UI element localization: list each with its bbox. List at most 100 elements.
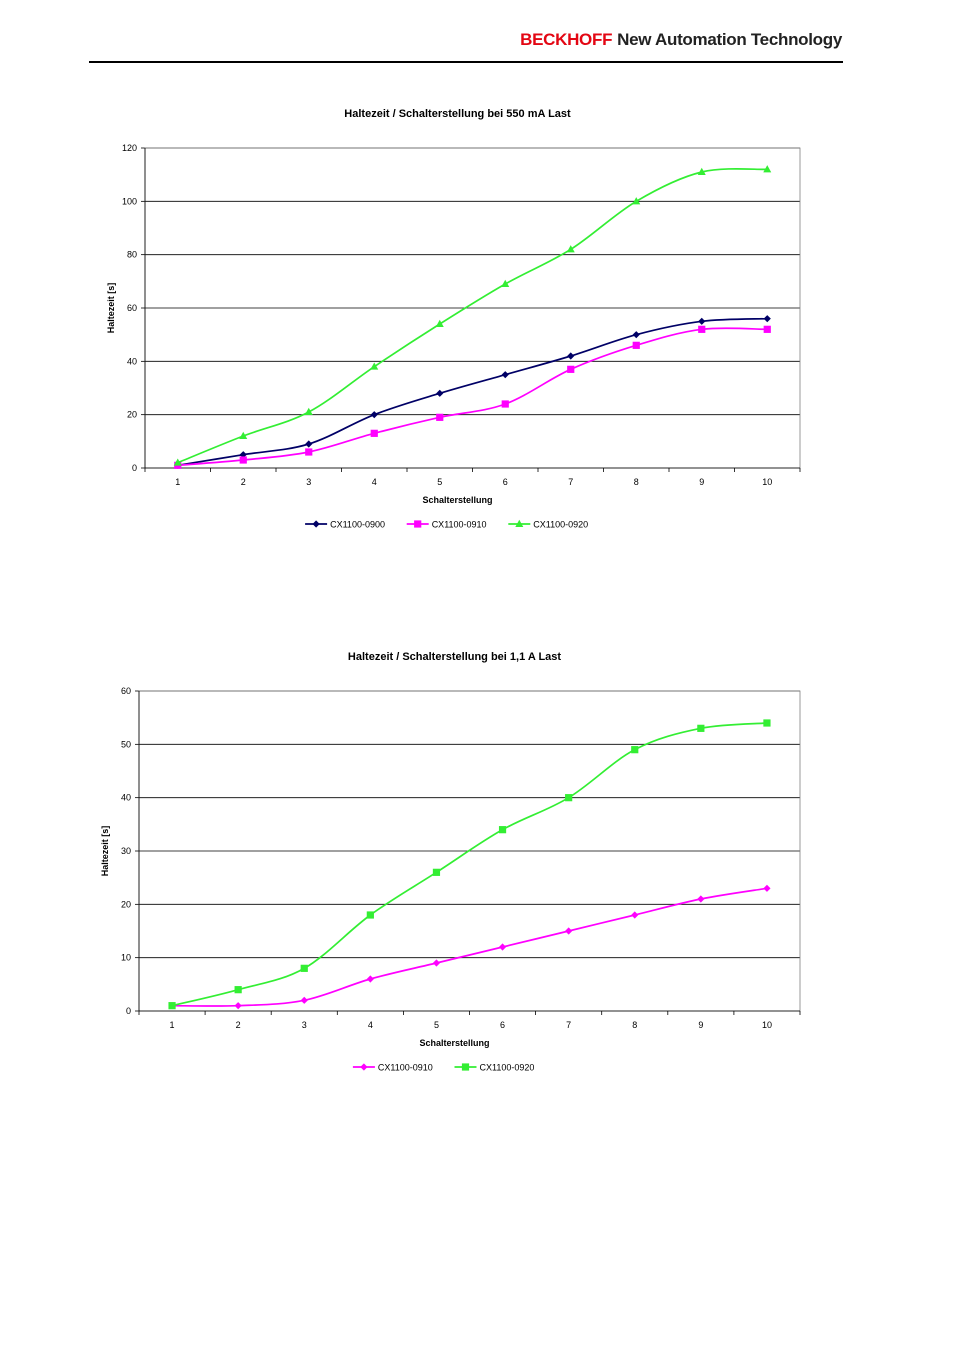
x-tick-label: 3 (302, 1020, 307, 1030)
x-tick-label: 8 (634, 477, 639, 487)
brand-tagline: New Automation Technology (617, 30, 842, 49)
x-tick-label: 8 (632, 1020, 637, 1030)
x-tick-label: 1 (175, 477, 180, 487)
legend-label: CX1100-0920 (480, 1063, 535, 1073)
data-point (432, 868, 441, 876)
x-tick-label: 4 (368, 1020, 373, 1030)
data-point (366, 975, 374, 983)
data-point (498, 826, 507, 834)
x-tick-label: 2 (236, 1020, 241, 1030)
data-point (763, 325, 771, 333)
legend-marker (312, 520, 320, 528)
y-tick-label: 40 (127, 356, 137, 366)
chart-title: Haltezeit / Schalterstellung bei 1,1 A L… (348, 651, 561, 663)
data-point (234, 986, 242, 994)
legend-marker (515, 519, 524, 527)
data-point (239, 451, 247, 459)
x-axis-label: Schalterstellung (422, 495, 492, 505)
series-line (177, 317, 768, 467)
series-line (171, 722, 768, 1007)
beckhoff-logo: BECKHOFF (520, 30, 613, 49)
y-tick-label: 50 (121, 739, 131, 749)
x-tick-label: 5 (434, 1020, 439, 1030)
data-point (698, 317, 706, 325)
y-tick-label: 20 (127, 410, 137, 420)
data-point (501, 279, 510, 287)
data-point (370, 429, 378, 437)
data-point (498, 943, 507, 951)
y-tick-label: 30 (121, 846, 131, 856)
series-line (177, 327, 768, 467)
data-point (632, 331, 640, 339)
chart-title: Haltezeit / Schalterstellung bei 550 mA … (344, 108, 571, 120)
data-point (300, 996, 308, 1004)
chart-550ma: Haltezeit / Schalterstellung bei 550 mA … (106, 108, 801, 530)
x-tick-label: 7 (566, 1020, 571, 1030)
data-point (300, 964, 308, 972)
x-tick-label: 2 (241, 477, 246, 487)
data-point (567, 352, 575, 360)
data-point (632, 341, 640, 349)
data-point (697, 895, 705, 903)
x-tick-label: 10 (762, 1020, 772, 1030)
legend-label: CX1100-0920 (533, 520, 588, 530)
data-point (234, 1002, 242, 1010)
legend-marker (360, 1063, 368, 1071)
data-point (168, 1002, 176, 1010)
data-point (432, 959, 441, 967)
data-point (501, 371, 509, 379)
data-point (304, 407, 313, 415)
x-tick-label: 1 (170, 1020, 175, 1030)
y-tick-label: 0 (132, 463, 137, 473)
x-tick-label: 9 (698, 1020, 703, 1030)
data-point (763, 165, 772, 173)
y-tick-label: 40 (121, 793, 131, 803)
y-tick-label: 60 (127, 303, 137, 313)
y-tick-label: 0 (126, 1006, 131, 1016)
data-point (370, 362, 379, 370)
data-point (305, 448, 313, 456)
data-point (239, 456, 247, 464)
y-axis-label: Haltezeit [s] (106, 283, 116, 334)
data-point (501, 400, 509, 408)
x-tick-label: 4 (372, 477, 377, 487)
x-tick-label: 7 (568, 477, 573, 487)
y-tick-label: 100 (122, 196, 137, 206)
header-rule (89, 61, 843, 63)
data-point (305, 440, 313, 448)
data-point (436, 413, 444, 421)
y-tick-label: 120 (122, 143, 137, 153)
y-tick-label: 80 (127, 250, 137, 260)
y-tick-label: 60 (121, 686, 131, 696)
legend-label: CX1100-0910 (378, 1063, 433, 1073)
x-tick-label: 3 (306, 477, 311, 487)
data-point (565, 927, 573, 935)
chart-1-1a: Haltezeit / Schalterstellung bei 1,1 A L… (100, 651, 801, 1073)
data-point (173, 458, 182, 466)
legend-marker (414, 520, 422, 528)
data-point (763, 719, 771, 727)
data-point (763, 884, 771, 892)
data-point (567, 365, 575, 373)
data-point (763, 315, 771, 323)
x-tick-label: 6 (503, 477, 508, 487)
data-point (370, 411, 378, 419)
x-tick-label: 10 (762, 477, 772, 487)
brand: BECKHOFF New Automation Technology (520, 30, 842, 50)
data-point (697, 167, 706, 175)
series-line (172, 887, 768, 1007)
data-point (435, 319, 444, 327)
data-point (632, 197, 641, 205)
legend-marker (461, 1063, 470, 1071)
data-point (436, 389, 444, 397)
x-tick-label: 9 (699, 477, 704, 487)
data-point (698, 325, 706, 333)
x-tick-label: 6 (500, 1020, 505, 1030)
data-point (697, 724, 705, 732)
data-point (239, 431, 248, 439)
data-point (631, 746, 639, 754)
y-axis-label: Haltezeit [s] (100, 826, 110, 877)
series-line (177, 167, 768, 464)
y-tick-label: 10 (121, 953, 131, 963)
legend-label: CX1100-0910 (432, 520, 487, 530)
